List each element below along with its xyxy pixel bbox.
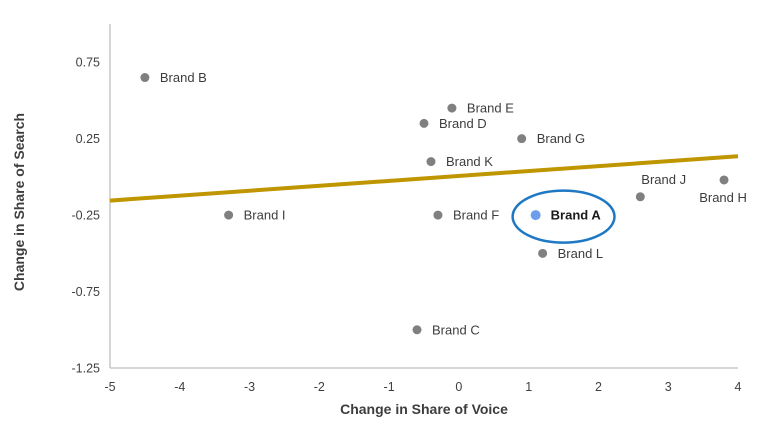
y-tick-label: -0.25: [72, 209, 101, 223]
x-tick-label: -5: [104, 380, 115, 394]
y-tick-label: 0.25: [76, 132, 100, 146]
x-tick-label: 1: [525, 380, 532, 394]
label-brand-g: Brand G: [537, 131, 585, 146]
label-brand-l: Brand L: [558, 246, 604, 261]
y-tick-label: -0.75: [72, 285, 101, 299]
label-brand-h: Brand H: [699, 190, 747, 205]
x-tick-label: 2: [595, 380, 602, 394]
point-brand-d: [419, 118, 429, 128]
point-brand-k: [426, 157, 436, 167]
label-brand-a: Brand A: [551, 208, 602, 223]
label-brand-f: Brand F: [453, 208, 499, 223]
x-tick-label: 0: [455, 380, 462, 394]
highlight-ellipse: [511, 189, 616, 244]
label-brand-b: Brand B: [160, 70, 207, 85]
label-brand-k: Brand K: [446, 154, 493, 169]
point-brand-a: [530, 210, 541, 221]
y-tick-label: 0.75: [76, 56, 100, 70]
point-brand-i: [224, 210, 234, 220]
label-brand-i: Brand I: [244, 208, 286, 223]
point-brand-e: [447, 103, 457, 113]
label-brand-d: Brand D: [439, 116, 487, 131]
label-brand-j: Brand J: [641, 172, 686, 187]
point-brand-h: [719, 175, 729, 185]
y-tick-label: -1.25: [72, 362, 101, 376]
x-tick-label: -2: [314, 380, 325, 394]
label-brand-e: Brand E: [467, 101, 514, 116]
label-brand-c: Brand C: [432, 322, 480, 337]
point-brand-j: [635, 192, 645, 202]
x-tick-label: -3: [244, 380, 255, 394]
point-brand-c: [412, 325, 422, 335]
y-axis-title-text: Change in Share of Search: [11, 112, 27, 292]
x-tick-label: -4: [174, 380, 185, 394]
x-tick-label: -1: [384, 380, 395, 394]
x-tick-label: 4: [735, 380, 742, 394]
x-tick-label: 3: [665, 380, 672, 394]
x-axis-title-text: Change in Share of Voice: [340, 401, 508, 417]
point-brand-l: [538, 248, 548, 258]
point-brand-g: [517, 134, 527, 144]
point-brand-f: [433, 210, 443, 220]
trendline: [109, 154, 739, 203]
point-brand-b: [140, 73, 150, 83]
